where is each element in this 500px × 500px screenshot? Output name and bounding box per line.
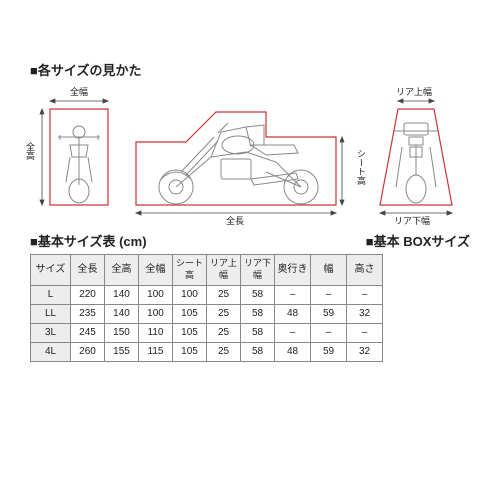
cell: 58 (241, 286, 275, 305)
th-height: 高さ (347, 255, 383, 286)
cell: 140 (105, 286, 139, 305)
th-width: 幅 (311, 255, 347, 286)
cell: 48 (275, 343, 311, 362)
cell: 235 (71, 305, 105, 324)
th-rear-bottom: リア下幅 (241, 255, 275, 286)
cell: 115 (139, 343, 173, 362)
cell: 25 (207, 343, 241, 362)
cell: 32 (347, 343, 383, 362)
table-row: 4L2601551151052558485932 (31, 343, 383, 362)
th-rear-top: リア上幅 (207, 255, 241, 286)
cell: – (275, 324, 311, 343)
diagrams-row: 全幅 全高 (30, 87, 470, 217)
th-zentaka: 全高 (105, 255, 139, 286)
label-zentaka-front: 全高 (24, 142, 37, 160)
cell: 58 (241, 305, 275, 324)
label-zencho: 全長 (226, 214, 244, 227)
cell: – (311, 286, 347, 305)
row-size-label: L (31, 286, 71, 305)
cell: 32 (347, 305, 383, 324)
label-rear-top: リア上幅 (396, 85, 432, 98)
cell: 105 (173, 324, 207, 343)
cell: – (311, 324, 347, 343)
cell: 25 (207, 324, 241, 343)
table-header-row: サイズ 全長 全高 全幅 シート高 リア上幅 リア下幅 奥行き 幅 高さ (31, 255, 383, 286)
cell: 25 (207, 286, 241, 305)
label-rear-bottom: リア下幅 (394, 214, 430, 227)
th-zenhaba: 全幅 (139, 255, 173, 286)
diagrams-heading: ■各サイズの見かた (30, 60, 470, 79)
size-table: サイズ 全長 全高 全幅 シート高 リア上幅 リア下幅 奥行き 幅 高さ L22… (30, 254, 383, 362)
cell: 59 (311, 343, 347, 362)
cell: 245 (71, 324, 105, 343)
th-depth: 奥行き (275, 255, 311, 286)
cell: 150 (105, 324, 139, 343)
cell: 105 (173, 343, 207, 362)
size-table-heading: ■基本サイズ表 (cm) (30, 231, 147, 250)
cell: 105 (173, 305, 207, 324)
rear-view-diagram: リア上幅 リア下幅 (366, 87, 466, 217)
side-view-diagram: 全長 シート高 (126, 87, 346, 217)
cell: 58 (241, 324, 275, 343)
cell: 110 (139, 324, 173, 343)
row-size-label: 4L (31, 343, 71, 362)
cell: 155 (105, 343, 139, 362)
cell: 25 (207, 305, 241, 324)
cell: 260 (71, 343, 105, 362)
row-size-label: LL (31, 305, 71, 324)
th-zencho: 全長 (71, 255, 105, 286)
table-row: L2201401001002558––– (31, 286, 383, 305)
row-size-label: 3L (31, 324, 71, 343)
label-zenhaba-front: 全幅 (70, 85, 88, 98)
cell: – (275, 286, 311, 305)
cell: – (347, 324, 383, 343)
cell: 59 (311, 305, 347, 324)
table-row: LL2351401001052558485932 (31, 305, 383, 324)
cell: – (347, 286, 383, 305)
cell: 140 (105, 305, 139, 324)
cell: 100 (139, 286, 173, 305)
cell: 220 (71, 286, 105, 305)
front-view-diagram: 全幅 全高 (30, 87, 120, 217)
table-row: 3L2451501101052558––– (31, 324, 383, 343)
cell: 100 (139, 305, 173, 324)
cell: 48 (275, 305, 311, 324)
th-seat: シート高 (173, 255, 207, 286)
box-table-heading: ■基本 BOXサイズ (366, 231, 470, 250)
cell: 100 (173, 286, 207, 305)
th-size: サイズ (31, 255, 71, 286)
cell: 58 (241, 343, 275, 362)
